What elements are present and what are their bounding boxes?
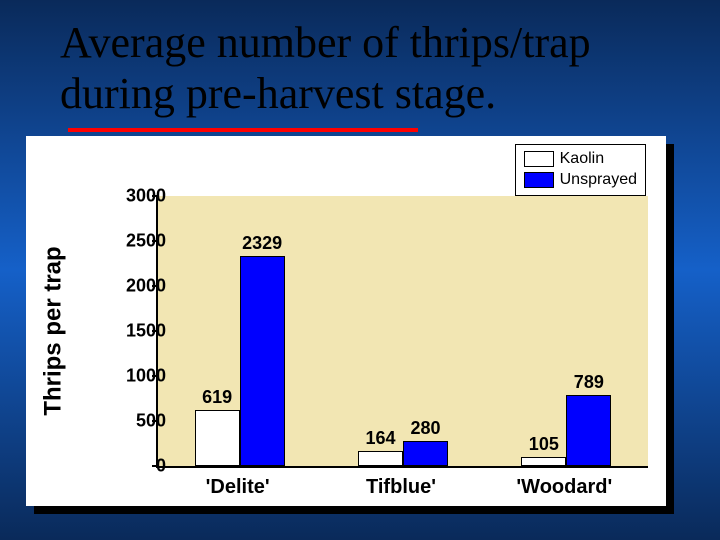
bar-label: 619 bbox=[202, 387, 232, 408]
legend-label-unsprayed: Unsprayed bbox=[560, 170, 637, 191]
bar-label: 164 bbox=[365, 428, 395, 449]
bar-unsprayed-0 bbox=[240, 256, 285, 466]
title-line-1: Average number of thrips/trap bbox=[60, 18, 660, 69]
bar-kaolin-0 bbox=[195, 410, 240, 466]
title-line-2: during pre-harvest stage. bbox=[60, 69, 660, 120]
ytick-label: 1000 bbox=[96, 366, 166, 387]
bar-label: 105 bbox=[529, 434, 559, 455]
legend-label-kaolin: Kaolin bbox=[560, 149, 604, 170]
ytick-label: 2500 bbox=[96, 231, 166, 252]
ytick-label: 500 bbox=[96, 411, 166, 432]
title-underline bbox=[68, 128, 418, 132]
bar-unsprayed-2 bbox=[566, 395, 611, 466]
slide-title: Average number of thrips/trap during pre… bbox=[60, 18, 660, 119]
y-axis-label-container: Thrips per trap bbox=[34, 196, 74, 466]
legend-swatch-unsprayed bbox=[524, 172, 554, 188]
bar-kaolin-1 bbox=[358, 451, 403, 466]
bar-label: 2329 bbox=[242, 233, 282, 254]
chart-panel: Kaolin Unsprayed Thrips per trap 619 2329… bbox=[26, 136, 666, 506]
bar-kaolin-2 bbox=[521, 457, 566, 466]
legend-swatch-kaolin bbox=[524, 151, 554, 167]
ytick-label: 0 bbox=[96, 456, 166, 477]
bar-label: 280 bbox=[410, 418, 440, 439]
plot-area: 619 2329 164 280 105 789 bbox=[156, 196, 648, 468]
xtick-label: 'Delite' bbox=[206, 476, 270, 499]
ytick-label: 1500 bbox=[96, 321, 166, 342]
bar-unsprayed-1 bbox=[403, 441, 448, 466]
ytick-label: 2000 bbox=[96, 276, 166, 297]
legend-item-unsprayed: Unsprayed bbox=[524, 170, 637, 191]
bar-label: 789 bbox=[574, 372, 604, 393]
y-axis-label: Thrips per trap bbox=[40, 246, 68, 415]
xtick-label: 'Woodard' bbox=[516, 476, 612, 499]
legend: Kaolin Unsprayed bbox=[515, 144, 646, 196]
legend-item-kaolin: Kaolin bbox=[524, 149, 637, 170]
ytick-label: 3000 bbox=[96, 186, 166, 207]
xtick-label: Tifblue' bbox=[366, 476, 436, 499]
slide-background: Average number of thrips/trap during pre… bbox=[0, 0, 720, 540]
